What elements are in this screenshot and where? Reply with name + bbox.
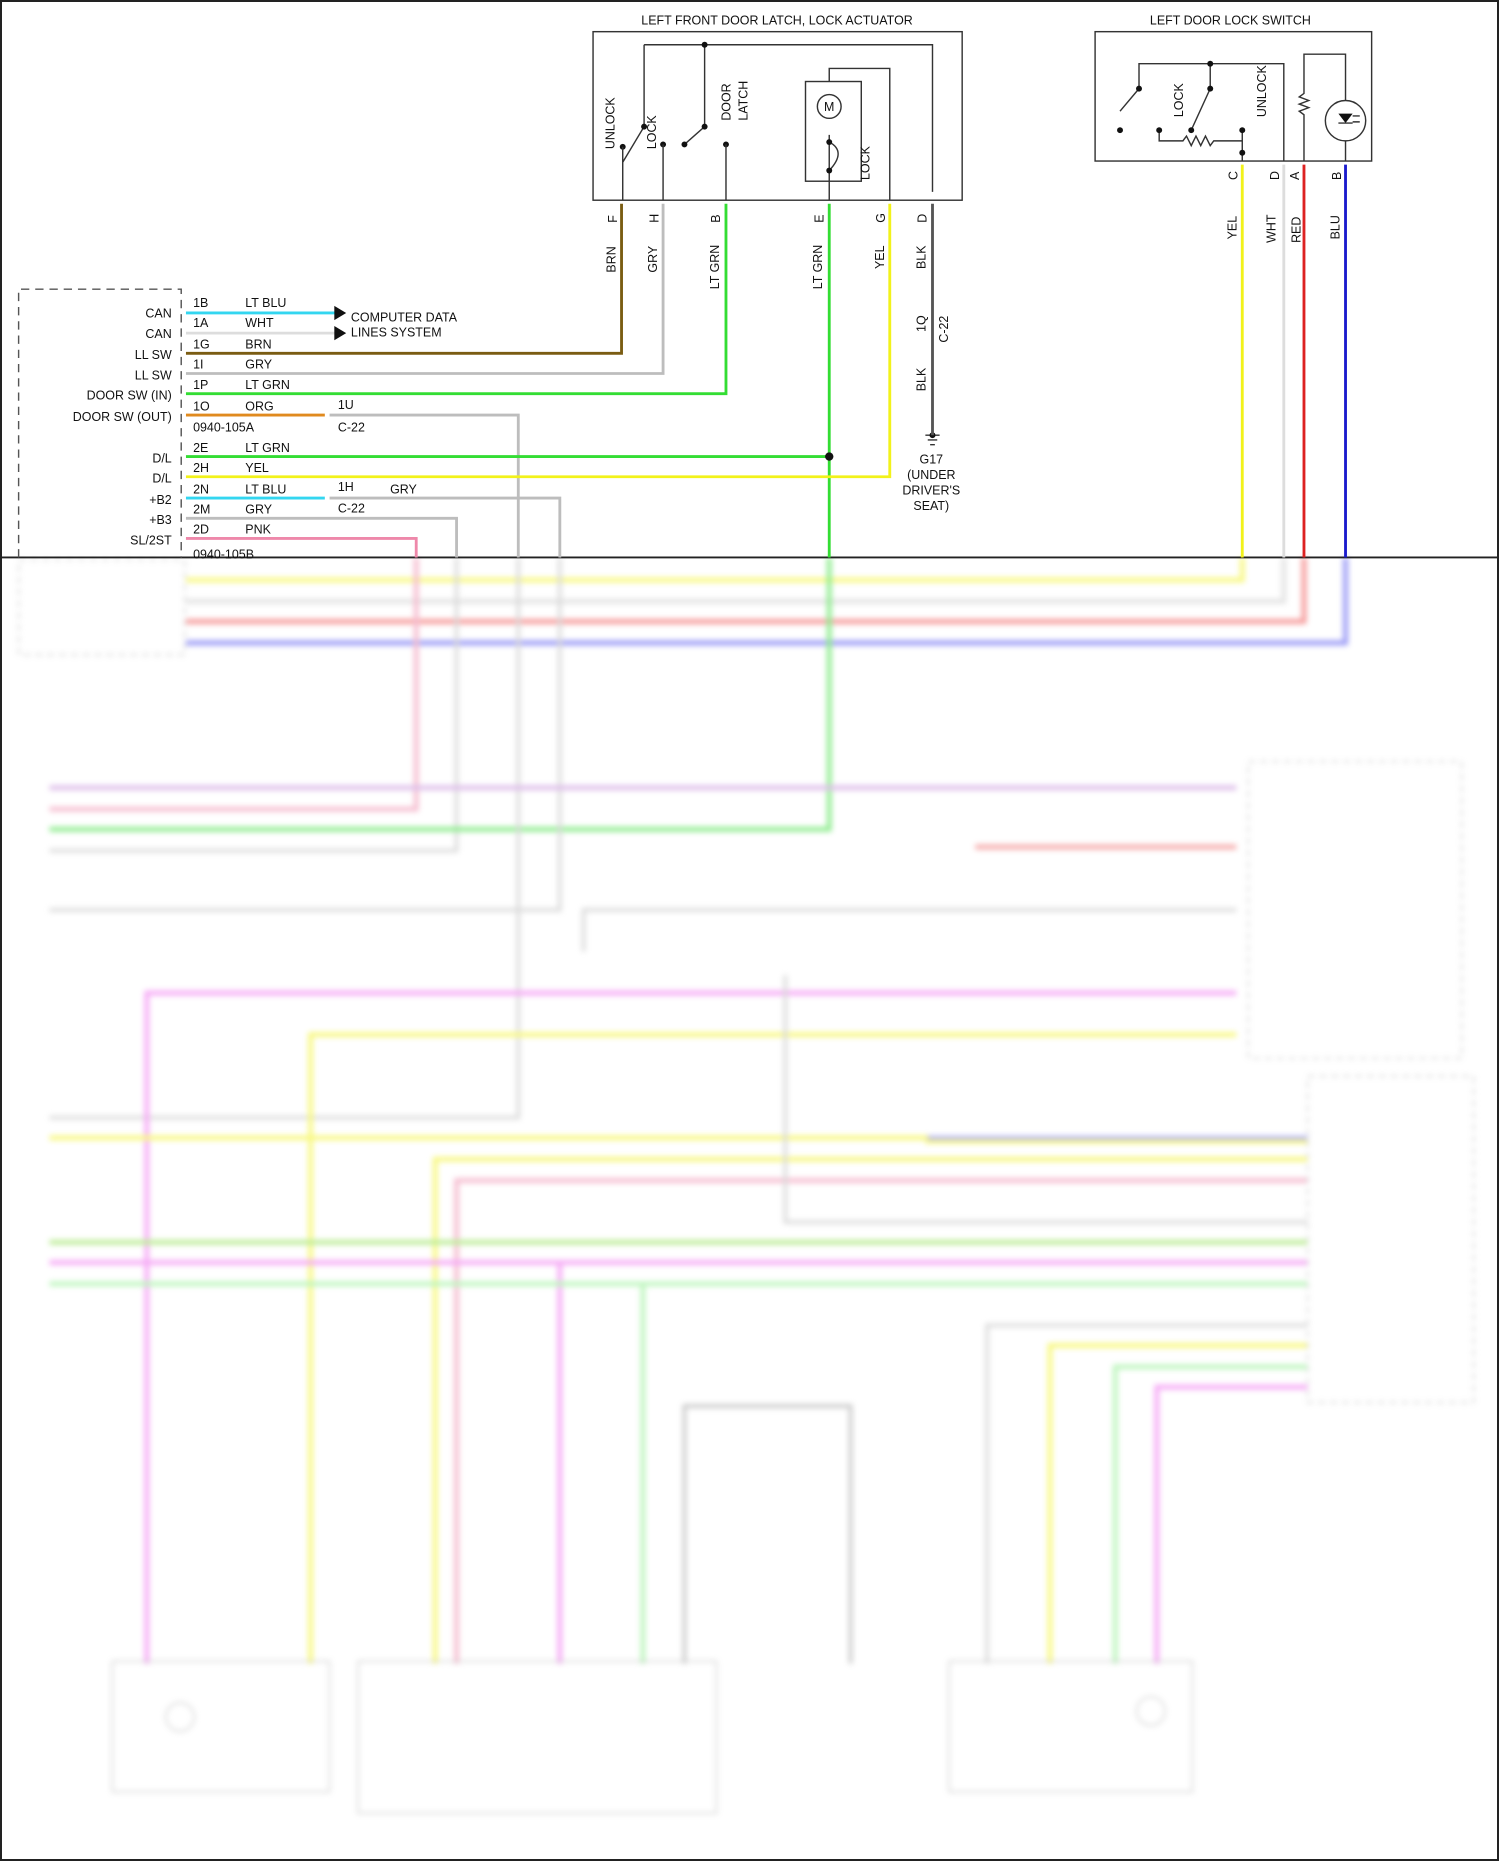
module-wire-color: LT BLU bbox=[245, 482, 286, 496]
module-pin-label: D/L bbox=[152, 472, 171, 486]
module-wire-color: YEL bbox=[245, 461, 269, 475]
connector-0940-105b: 0940-105B bbox=[193, 548, 254, 562]
switch-pin-d: D bbox=[1268, 171, 1282, 180]
switch-lock-label: LOCK bbox=[1172, 83, 1186, 118]
pin-e: E bbox=[812, 214, 826, 222]
wire-brn-f bbox=[185, 203, 623, 355]
motor-label: M bbox=[824, 100, 834, 114]
module-pin-label: D/L bbox=[152, 452, 171, 466]
left-front-door-latch-actuator: LEFT FRONT DOOR LATCH, LOCK ACTUATOR M U… bbox=[592, 14, 963, 513]
wire-gry-1h bbox=[329, 496, 562, 558]
module-wire-color: LT GRN bbox=[245, 378, 290, 392]
module-pin-number: 1B bbox=[193, 296, 208, 310]
connector-0940-105a: 0940-105A bbox=[193, 421, 255, 435]
ground-g17: G17 (UNDER DRIVER'S SEAT) bbox=[902, 453, 960, 513]
module-wire-color: BRN bbox=[245, 338, 271, 352]
module-wire-color: PNK bbox=[245, 523, 271, 537]
module-pin-label: DOOR SW (IN) bbox=[87, 389, 172, 403]
module-pin-number: 1G bbox=[193, 338, 210, 352]
module-pin-label: LL SW bbox=[135, 368, 172, 382]
wire-gry-2m bbox=[185, 516, 458, 558]
actuator-title: LEFT FRONT DOOR LATCH, LOCK ACTUATOR bbox=[641, 14, 912, 28]
wire-label-brn: BRN bbox=[605, 246, 619, 272]
wire-gry-h bbox=[185, 203, 665, 375]
motor-icon bbox=[816, 93, 842, 120]
module-pin-number: 2E bbox=[193, 441, 208, 455]
splice-dot bbox=[825, 452, 834, 461]
wire-gry-1u bbox=[329, 413, 520, 558]
wires bbox=[185, 164, 1347, 558]
connector-c22: C-22 bbox=[937, 316, 951, 343]
module-pin-label: CAN bbox=[145, 307, 171, 321]
actuator-pins: F H B E G D BRN GRY LT GRN LT GRN YEL BL… bbox=[605, 213, 930, 289]
module-pin-number: 2D bbox=[193, 523, 209, 537]
wire-label-blk-lower: BLK bbox=[914, 367, 928, 391]
module-wire-color: ORG bbox=[245, 399, 273, 413]
module-wire-color: GRY bbox=[245, 503, 272, 517]
module-pin-label: DOOR SW (OUT) bbox=[73, 410, 172, 424]
module-pin-label: CAN bbox=[145, 327, 171, 341]
wire-label-yel: YEL bbox=[873, 245, 887, 269]
wire-ltgrn-b bbox=[185, 203, 728, 396]
switch-wire-wht: WHT bbox=[1264, 214, 1278, 243]
ground-line2: DRIVER'S bbox=[902, 484, 960, 498]
module-wire-color: GRY bbox=[245, 358, 272, 372]
door-label: DOOR bbox=[720, 83, 734, 120]
module-pin-number: 2H bbox=[193, 461, 209, 475]
wire-yel-g bbox=[185, 203, 892, 479]
switch-wire-yel: YEL bbox=[1225, 216, 1239, 240]
module-wire-color: LT BLU bbox=[245, 296, 286, 310]
module-pin-number: 2N bbox=[193, 482, 209, 496]
module-pin-number: 1A bbox=[193, 316, 209, 330]
left-door-lock-switch: LEFT DOOR LOCK SWITCH LOCK UNLOCK C D A … bbox=[1094, 14, 1373, 243]
c22-label-a: C-22 bbox=[338, 421, 365, 435]
switch-pin-a: A bbox=[1288, 171, 1302, 180]
module-pin-label: +B3 bbox=[149, 513, 172, 527]
c22-pin-1u: 1U bbox=[338, 398, 354, 412]
switch-wire-blu: BLU bbox=[1329, 215, 1343, 239]
wire-pnk-2d bbox=[185, 537, 418, 558]
switch-wire-red: RED bbox=[1289, 217, 1303, 243]
ground-id: G17 bbox=[920, 453, 944, 467]
wire-label-blk: BLK bbox=[914, 245, 928, 269]
c22-label-b: C-22 bbox=[338, 501, 365, 515]
c22-pin-1h: 1H bbox=[338, 480, 354, 494]
connector-pin-1q: 1Q bbox=[914, 315, 928, 332]
lock-label: LOCK bbox=[645, 115, 659, 150]
switch-pin-b: B bbox=[1330, 172, 1344, 180]
unlock-label: UNLOCK bbox=[603, 97, 617, 150]
module-pin-number: 2M bbox=[193, 503, 210, 517]
wire-label-ltgrn: LT GRN bbox=[708, 245, 722, 290]
computer-data-label: COMPUTER DATA bbox=[351, 310, 458, 324]
blurred-lower-diagram bbox=[18, 557, 1475, 1814]
wire-label-gry: GRY bbox=[646, 245, 660, 272]
module-wire-color: WHT bbox=[245, 316, 274, 330]
c22-wire-gry: GRY bbox=[390, 482, 417, 496]
pin-b: B bbox=[709, 214, 723, 222]
lock-label-2: LOCK bbox=[859, 145, 873, 180]
module-wire-color: LT GRN bbox=[245, 441, 290, 455]
module-pin-number: 1I bbox=[193, 358, 203, 372]
pin-f: F bbox=[606, 215, 620, 223]
ground-line1: (UNDER bbox=[907, 468, 955, 482]
switch-title: LEFT DOOR LOCK SWITCH bbox=[1150, 14, 1311, 28]
module-pin-number: 1P bbox=[193, 378, 208, 392]
module-pin-label: +B2 bbox=[149, 493, 172, 507]
module-connector: CAN 1B LT BLU CAN 1A WHT LL SW 1G BRN LL SW 1I GRY D… bbox=[17, 288, 458, 562]
ground-line3: SEAT) bbox=[913, 499, 949, 513]
lines-system-label: LINES SYSTEM bbox=[351, 326, 442, 340]
arrow-icon bbox=[334, 305, 347, 341]
latch-label: LATCH bbox=[736, 81, 750, 121]
module-pin-label: LL SW bbox=[135, 348, 172, 362]
wire-label-ltgrn-2: LT GRN bbox=[811, 245, 825, 290]
module-pin-number: 1O bbox=[193, 399, 210, 413]
pin-g: G bbox=[874, 213, 888, 223]
module-pin-label: SL/2ST bbox=[130, 533, 172, 547]
pin-h: H bbox=[647, 214, 661, 223]
pin-d: D bbox=[916, 214, 930, 223]
switch-unlock-label: UNLOCK bbox=[1255, 65, 1269, 118]
switch-pin-c: C bbox=[1227, 171, 1241, 180]
